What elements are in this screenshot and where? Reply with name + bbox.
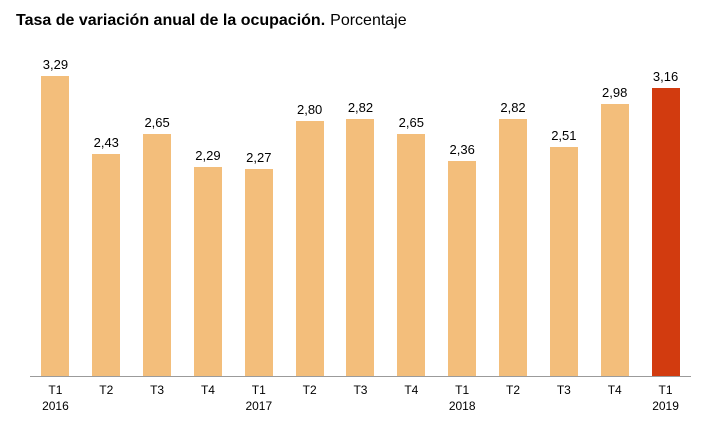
bar-column: 2,29 xyxy=(183,148,234,376)
x-year-label: 2019 xyxy=(652,399,679,413)
bar-value-label: 2,98 xyxy=(602,85,628,101)
bar-column: 2,65 xyxy=(132,115,183,376)
bar xyxy=(143,134,172,376)
x-tick-group: T1 2016 xyxy=(30,383,81,413)
chart-title-subtitle: Porcentaje xyxy=(330,12,407,29)
bar-value-label: 2,82 xyxy=(347,99,374,115)
bar-column: 2,82 xyxy=(488,100,539,376)
bar-column: 2,80 xyxy=(284,102,335,376)
x-tick-label: T3 xyxy=(556,383,571,397)
x-tick-label: T1 xyxy=(658,383,673,397)
bar xyxy=(549,147,578,376)
bar-value-label: 2,82 xyxy=(500,99,526,115)
bar xyxy=(295,120,324,376)
x-tick-group: T4 xyxy=(183,383,234,413)
x-tick-group: T2 xyxy=(488,383,539,413)
x-tick-label: T3 xyxy=(353,383,368,397)
bar-value-label: 2,65 xyxy=(144,115,170,131)
x-tick-label: T1 xyxy=(455,383,470,397)
bar-column: 2,65 xyxy=(386,115,437,376)
x-year-label: 2016 xyxy=(42,399,69,413)
x-tick-label: T2 xyxy=(99,383,114,397)
bar-column: 2,43 xyxy=(81,135,132,376)
x-axis: T1 2016 T2 T3 T4 T1 2017 T2 T3 T4 T1 2018 T2 T3 T4 T1 20… xyxy=(30,383,691,413)
x-tick-group: T1 2017 xyxy=(233,383,284,413)
bar-column: 3,16 xyxy=(640,69,691,376)
bar xyxy=(346,118,375,376)
chart-title: Tasa de variación anual de la ocupación.… xyxy=(0,0,705,32)
bar-value-label: 3,29 xyxy=(42,57,69,72)
x-tick-group: T4 xyxy=(589,383,640,413)
x-tick-label: T3 xyxy=(150,383,165,397)
x-year-label: 2018 xyxy=(448,399,476,413)
bar-column: 3,29 xyxy=(30,57,81,376)
x-tick-label: T4 xyxy=(404,383,419,397)
x-tick-group: T2 xyxy=(81,383,132,413)
chart-title-main: Tasa de variación anual de la ocupación. xyxy=(16,12,326,29)
bar xyxy=(397,134,426,376)
x-tick-group: T3 xyxy=(132,383,183,413)
bar-value-label: 2,27 xyxy=(246,150,272,165)
x-tick-group: T4 xyxy=(386,383,437,413)
plot-area: 3,29 2,43 2,65 2,29 2,27 2,80 2,82 2,65 2,36 2,82… xyxy=(30,44,691,377)
x-tick-label: T2 xyxy=(302,383,317,397)
bar-value-label: 2,80 xyxy=(296,101,323,117)
bar xyxy=(244,169,273,376)
bar-value-label: 2,29 xyxy=(195,148,221,164)
bar xyxy=(92,154,121,376)
bar-column: 2,82 xyxy=(335,100,386,376)
bar-value-label: 2,51 xyxy=(551,128,577,144)
x-tick-group: T1 2018 xyxy=(437,383,488,413)
bar-column: 2,36 xyxy=(437,142,488,376)
bar xyxy=(448,160,477,376)
x-tick-group: T3 xyxy=(335,383,386,413)
bar-column: 2,27 xyxy=(233,150,284,376)
x-tick-label: T2 xyxy=(506,383,521,397)
bar-value-label: 2,36 xyxy=(449,141,475,157)
x-tick-group: T3 xyxy=(538,383,589,413)
x-tick-label: T4 xyxy=(200,383,215,397)
bar xyxy=(193,167,222,376)
bar-value-label: 2,65 xyxy=(398,115,424,131)
x-tick-label: T4 xyxy=(607,383,622,397)
bar-column: 2,51 xyxy=(538,128,589,376)
bar xyxy=(600,104,629,376)
x-tick-label: T1 xyxy=(48,383,63,397)
bar xyxy=(41,76,70,376)
x-year-label: 2017 xyxy=(245,399,273,413)
x-tick-group: T1 2019 xyxy=(640,383,691,413)
x-tick-group: T2 xyxy=(284,383,335,413)
bar-column: 2,98 xyxy=(589,85,640,376)
bar xyxy=(499,118,528,376)
bar-highlighted xyxy=(651,87,680,376)
bar-value-label: 3,16 xyxy=(652,68,679,84)
bar-value-label: 2,43 xyxy=(93,135,119,151)
x-tick-label: T1 xyxy=(251,383,266,397)
